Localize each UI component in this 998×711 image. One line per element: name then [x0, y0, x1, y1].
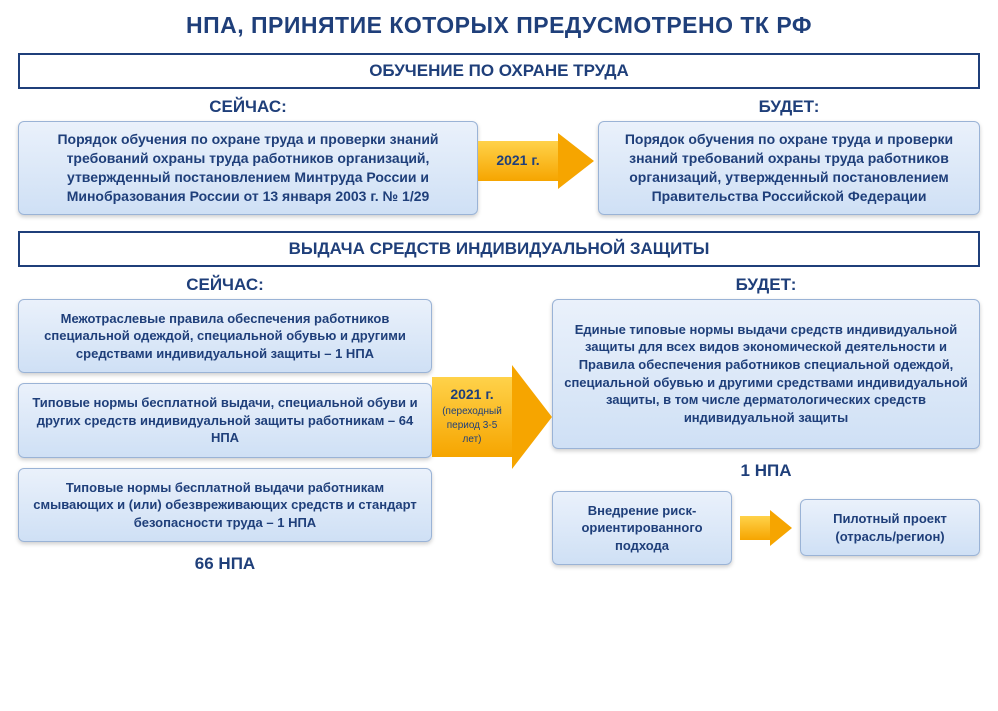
section2-bottom-left-card: Внедрение риск-ориентированного подхода [552, 491, 732, 566]
section2-arrow-label: 2021 г. (переходный период 3-5 лет) [432, 377, 512, 457]
arrow-small-body [740, 516, 770, 540]
section1-arrow-label: 2021 г. [478, 141, 558, 181]
section2-bottom-right-card: Пилотный проект (отрасль/регион) [800, 499, 980, 556]
section2-now-card-2: Типовые нормы бесплатной выдачи работник… [18, 468, 432, 543]
page-title: НПА, ПРИНЯТИЕ КОТОРЫХ ПРЕДУСМОТРЕНО ТК Р… [18, 12, 980, 39]
section1-future-label: БУДЕТ: [598, 97, 980, 117]
section2-row: СЕЙЧАС: Межотраслевые правила обеспечени… [18, 275, 980, 575]
section1-future-card: Порядок обучения по охране труда и прове… [598, 121, 980, 215]
section2-col-future: БУДЕТ: Единые типовые нормы выдачи средс… [552, 275, 980, 566]
section2-col-now: СЕЙЧАС: Межотраслевые правила обеспечени… [18, 275, 432, 575]
section2-now-card-0: Межотраслевые правила обеспечения работн… [18, 299, 432, 374]
arrow-head-icon [558, 133, 594, 189]
section1-col-future: БУДЕТ: Порядок обучения по охране труда … [598, 97, 980, 225]
section2-future-count: 1 НПА [552, 461, 980, 481]
section2-arrow-col: 2021 г. (переходный период 3-5 лет) [432, 275, 552, 469]
section2-future-card: Единые типовые нормы выдачи средств инди… [552, 299, 980, 449]
arrow-icon [740, 510, 792, 546]
section2-now-count: 66 НПА [18, 554, 432, 574]
section1-now-card: Порядок обучения по охране труда и прове… [18, 121, 478, 215]
section2-future-label: БУДЕТ: [552, 275, 980, 295]
section1-arrow-col: 2021 г. [478, 97, 598, 225]
arrow-icon: 2021 г. (переходный период 3-5 лет) [432, 365, 552, 469]
section2-header: ВЫДАЧА СРЕДСТВ ИНДИВИДУАЛЬНОЙ ЗАЩИТЫ [18, 231, 980, 267]
section1-col-now: СЕЙЧАС: Порядок обучения по охране труда… [18, 97, 478, 225]
section1-header: ОБУЧЕНИЕ ПО ОХРАНЕ ТРУДА [18, 53, 980, 89]
section1-row: СЕЙЧАС: Порядок обучения по охране труда… [18, 97, 980, 225]
section2-arrow-line2: (переходный период 3-5 лет) [442, 406, 502, 446]
section2-now-card-1: Типовые нормы бесплатной выдачи, специал… [18, 383, 432, 458]
section2-arrow-line1: 2021 г. [450, 386, 493, 402]
section2-now-label: СЕЙЧАС: [18, 275, 432, 295]
arrow-head-icon [512, 365, 552, 469]
arrow-icon: 2021 г. [478, 133, 598, 189]
arrow-head-icon [770, 510, 792, 546]
section2-bottom-row: Внедрение риск-ориентированного подхода … [552, 491, 980, 566]
section1-now-label: СЕЙЧАС: [18, 97, 478, 117]
